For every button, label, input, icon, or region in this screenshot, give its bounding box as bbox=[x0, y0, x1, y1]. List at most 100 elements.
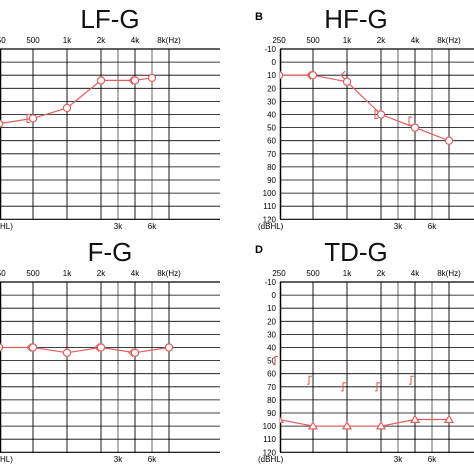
y-unit-label: HL) bbox=[0, 222, 13, 231]
y-tick-label: 20 bbox=[267, 317, 276, 326]
y-tick-label: 0 bbox=[272, 291, 277, 300]
x-tick-label: 1k bbox=[343, 36, 352, 45]
x-tick-label: 8k(Hz) bbox=[157, 36, 181, 45]
data-point-circle bbox=[130, 348, 140, 357]
data-point-circle bbox=[62, 348, 72, 357]
panel-title: LF-G bbox=[80, 4, 139, 34]
x-tick-label: 250 bbox=[0, 269, 6, 278]
x-tick-label: 2k bbox=[377, 36, 386, 45]
x-tick-label: 1k bbox=[63, 36, 72, 45]
data-point-circle bbox=[444, 136, 454, 145]
y-tick-label: 10 bbox=[267, 304, 276, 313]
y-tick-label: 30 bbox=[267, 330, 276, 339]
y-unit-label: (dBHL) bbox=[258, 455, 284, 464]
y-tick-label: -10 bbox=[264, 45, 276, 54]
x-bottom-tick-label: 3k bbox=[394, 455, 403, 464]
y-tick-label: 100 bbox=[263, 422, 277, 431]
y-tick-label: 80 bbox=[267, 396, 276, 405]
x-tick-label: 500 bbox=[26, 36, 40, 45]
bone-marker bbox=[374, 109, 378, 120]
bone-marker bbox=[128, 348, 134, 358]
x-tick-label: 8k(Hz) bbox=[437, 269, 461, 278]
data-point-circle bbox=[308, 70, 318, 80]
data-point-circle bbox=[280, 71, 284, 80]
x-bottom-tick-label: 6k bbox=[148, 222, 157, 231]
bone-marker bbox=[128, 76, 134, 85]
y-tick-label: 30 bbox=[267, 97, 276, 106]
x-tick-label: 4k bbox=[411, 36, 420, 45]
y-tick-label: 100 bbox=[263, 189, 277, 198]
y-tick-label: 60 bbox=[267, 370, 276, 379]
bone-marker bbox=[340, 70, 346, 80]
x-tick-label: 1k bbox=[63, 269, 72, 278]
x-tick-label: 250 bbox=[272, 36, 286, 45]
bone-marker bbox=[26, 343, 32, 352]
data-point-triangle bbox=[280, 416, 285, 423]
data-point-triangle bbox=[375, 420, 387, 430]
x-bottom-tick-label: 6k bbox=[148, 455, 157, 464]
masked-marker bbox=[409, 375, 414, 385]
data-point-circle bbox=[28, 114, 38, 123]
data-point-circle bbox=[62, 103, 72, 113]
data-point-circle bbox=[96, 343, 106, 352]
x-tick-label: 250 bbox=[0, 36, 6, 45]
x-tick-label: 8k(Hz) bbox=[437, 36, 461, 45]
data-point-circle bbox=[342, 77, 352, 86]
y-tick-label: 90 bbox=[267, 176, 276, 185]
masked-marker bbox=[273, 356, 278, 366]
y-tick-label: 80 bbox=[267, 163, 276, 172]
data-point-circle bbox=[164, 343, 174, 352]
masked-marker bbox=[375, 382, 380, 392]
x-tick-label: 2k bbox=[97, 36, 106, 45]
data-point-circle bbox=[130, 76, 140, 85]
x-tick-label: 1k bbox=[343, 269, 352, 278]
data-point-circle bbox=[0, 343, 4, 352]
x-tick-label: 4k bbox=[411, 269, 420, 278]
x-tick-label: 500 bbox=[26, 269, 40, 278]
y-unit-label: (dBHL) bbox=[258, 222, 284, 231]
x-tick-label: 2k bbox=[97, 269, 106, 278]
x-tick-label: 250 bbox=[272, 269, 286, 278]
panel-title: TD-G bbox=[324, 237, 388, 267]
panel-letter: B bbox=[255, 11, 263, 23]
x-tick-label: 500 bbox=[306, 36, 320, 45]
data-point-triangle bbox=[443, 414, 455, 423]
y-tick-label: 20 bbox=[267, 84, 276, 93]
x-bottom-tick-label: 6k bbox=[428, 455, 437, 464]
data-point-triangle bbox=[341, 420, 353, 430]
y-tick-label: 10 bbox=[267, 71, 276, 80]
y-tick-label: 70 bbox=[267, 383, 276, 392]
x-tick-label: 4k bbox=[131, 36, 140, 45]
y-unit-label: HL) bbox=[0, 455, 13, 464]
bone-marker bbox=[26, 113, 30, 123]
y-tick-label: 50 bbox=[267, 357, 276, 366]
bone-marker bbox=[306, 70, 312, 80]
series-line bbox=[280, 418, 449, 427]
y-tick-label: 40 bbox=[267, 111, 276, 120]
bone-marker bbox=[408, 116, 412, 126]
y-tick-label: 120 bbox=[263, 448, 277, 457]
series-line bbox=[0, 346, 170, 354]
panel-title: F-G bbox=[88, 237, 133, 267]
y-tick-label: 90 bbox=[267, 409, 276, 418]
y-tick-label: 0 bbox=[272, 58, 277, 67]
series-line bbox=[280, 74, 450, 142]
y-tick-label: -10 bbox=[264, 278, 276, 287]
x-tick-label: 2k bbox=[377, 269, 386, 278]
data-point-triangle bbox=[409, 414, 421, 423]
series-line bbox=[0, 77, 153, 125]
y-tick-label: 110 bbox=[263, 435, 276, 444]
x-bottom-tick-label: 3k bbox=[114, 222, 123, 231]
data-point-circle bbox=[96, 76, 106, 85]
x-tick-label: 8k(Hz) bbox=[157, 269, 181, 278]
x-tick-label: 4k bbox=[131, 269, 140, 278]
masked-marker bbox=[341, 382, 346, 392]
x-bottom-tick-label: 3k bbox=[394, 222, 403, 231]
y-tick-label: 70 bbox=[267, 150, 276, 159]
y-tick-label: 60 bbox=[267, 137, 276, 146]
y-tick-label: 50 bbox=[267, 124, 276, 133]
masked-marker bbox=[307, 375, 312, 385]
y-tick-label: 110 bbox=[263, 202, 276, 211]
x-tick-label: 500 bbox=[306, 269, 320, 278]
